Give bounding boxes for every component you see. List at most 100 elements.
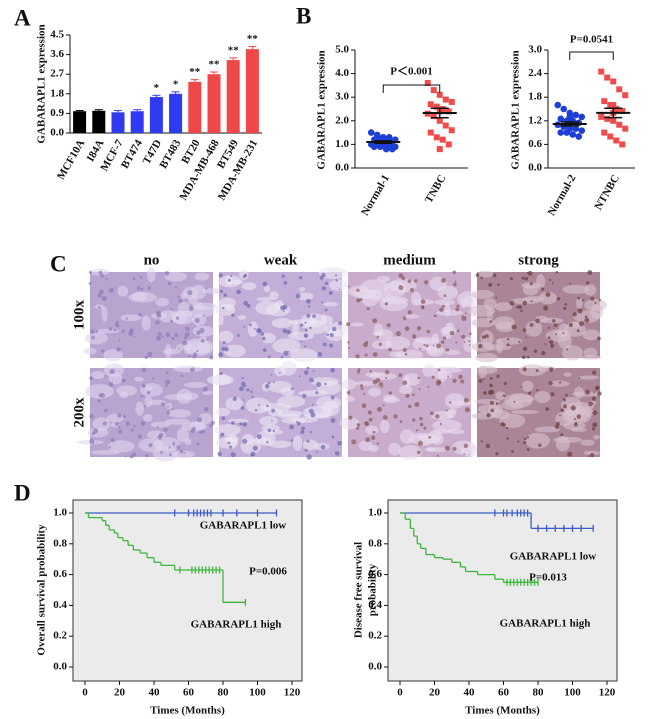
tissue-texture — [451, 440, 476, 455]
tissue-texture — [552, 436, 583, 443]
cell-nucleus — [469, 332, 472, 336]
tissue-texture — [180, 292, 187, 300]
tissue-texture — [299, 287, 306, 292]
tissue-texture — [132, 291, 148, 301]
cell-nucleus — [178, 348, 180, 351]
cell-nucleus — [222, 306, 225, 310]
cell-nucleus — [309, 326, 312, 330]
cell-nucleus — [483, 391, 487, 395]
tissue-texture — [92, 328, 120, 334]
tissue-texture — [538, 291, 558, 305]
bar — [149, 97, 163, 133]
tissue-texture — [405, 314, 419, 319]
cell-nucleus — [330, 418, 336, 423]
cell-nucleus — [316, 381, 322, 388]
cell-nucleus — [559, 381, 562, 384]
cell-nucleus — [238, 386, 244, 392]
cell-nucleus — [319, 276, 324, 280]
cell-nucleus — [220, 432, 225, 437]
cell-nucleus — [453, 282, 457, 287]
cell-nucleus — [218, 273, 223, 278]
cell-nucleus — [160, 451, 163, 454]
cell-nucleus — [246, 388, 250, 392]
x-axis-label: Times (Months) — [150, 705, 225, 717]
cell-nucleus — [240, 406, 245, 410]
cell-nucleus — [427, 385, 430, 388]
y-tick-label: 0.6 — [528, 138, 542, 150]
tissue-texture — [218, 297, 236, 308]
data-point — [572, 111, 580, 119]
tissue-texture — [176, 427, 189, 443]
cell-nucleus — [283, 350, 289, 356]
cell-nucleus — [267, 381, 270, 385]
cell-nucleus — [262, 281, 268, 287]
cell-nucleus — [385, 369, 390, 375]
y-tick-label: 4.5 — [50, 29, 64, 41]
cell-nucleus — [412, 334, 417, 339]
cell-nucleus — [367, 410, 372, 415]
cell-nucleus — [282, 304, 288, 310]
data-point — [370, 143, 378, 151]
tissue-texture — [358, 440, 373, 451]
data-point — [430, 113, 437, 120]
cell-nucleus — [296, 421, 298, 423]
tissue-texture — [290, 417, 318, 423]
cell-nucleus — [144, 355, 148, 360]
cell-nucleus — [307, 305, 311, 308]
tissue-texture — [165, 343, 172, 359]
cell-nucleus — [321, 301, 324, 304]
cell-nucleus — [329, 332, 334, 337]
cell-nucleus — [231, 313, 235, 317]
tissue-texture — [241, 282, 257, 291]
tissue-texture — [414, 336, 440, 344]
cell-nucleus — [163, 427, 168, 432]
bar — [92, 110, 106, 133]
cell-nucleus — [382, 415, 388, 420]
cell-nucleus — [202, 386, 208, 392]
cell-nucleus — [360, 298, 363, 301]
cell-nucleus — [306, 454, 312, 460]
cell-nucleus — [93, 428, 99, 434]
cell-nucleus — [252, 445, 258, 451]
cell-nucleus — [511, 324, 517, 330]
cell-nucleus — [463, 453, 466, 456]
cell-nucleus — [171, 337, 175, 341]
tissue-texture — [259, 416, 279, 426]
data-point — [385, 134, 393, 141]
cell-nucleus — [554, 424, 560, 429]
tissue-texture — [521, 380, 534, 392]
tissue-texture — [437, 285, 459, 300]
cell-nucleus — [237, 334, 240, 337]
cell-nucleus — [490, 408, 495, 413]
data-point — [578, 113, 586, 121]
tissue-texture — [198, 412, 213, 425]
cell-nucleus — [108, 382, 114, 387]
cell-nucleus — [435, 414, 440, 419]
cell-nucleus — [505, 426, 509, 430]
cell-nucleus — [573, 417, 576, 421]
cell-nucleus — [272, 429, 276, 433]
cell-nucleus — [463, 341, 466, 343]
data-point — [619, 141, 626, 148]
cell-nucleus — [141, 367, 147, 373]
cell-nucleus — [243, 325, 246, 328]
y-tick-label: 0.4 — [53, 599, 67, 611]
tissue-texture — [508, 394, 535, 404]
tissue-texture — [580, 439, 595, 446]
cell-nucleus — [165, 371, 169, 375]
cell-nucleus — [520, 309, 523, 313]
cell-nucleus — [183, 451, 186, 454]
tissue-texture — [467, 305, 496, 317]
cell-nucleus — [89, 376, 94, 381]
tissue-texture — [172, 450, 195, 459]
cell-nucleus — [365, 437, 371, 443]
cell-nucleus — [152, 377, 155, 380]
cell-nucleus — [535, 369, 539, 372]
cell-nucleus — [409, 288, 414, 293]
tissue-texture — [164, 271, 188, 282]
tissue-texture — [107, 440, 135, 453]
cell-nucleus — [587, 270, 593, 275]
cell-nucleus — [369, 370, 372, 373]
significance: * — [154, 82, 160, 94]
cell-nucleus — [100, 273, 105, 278]
